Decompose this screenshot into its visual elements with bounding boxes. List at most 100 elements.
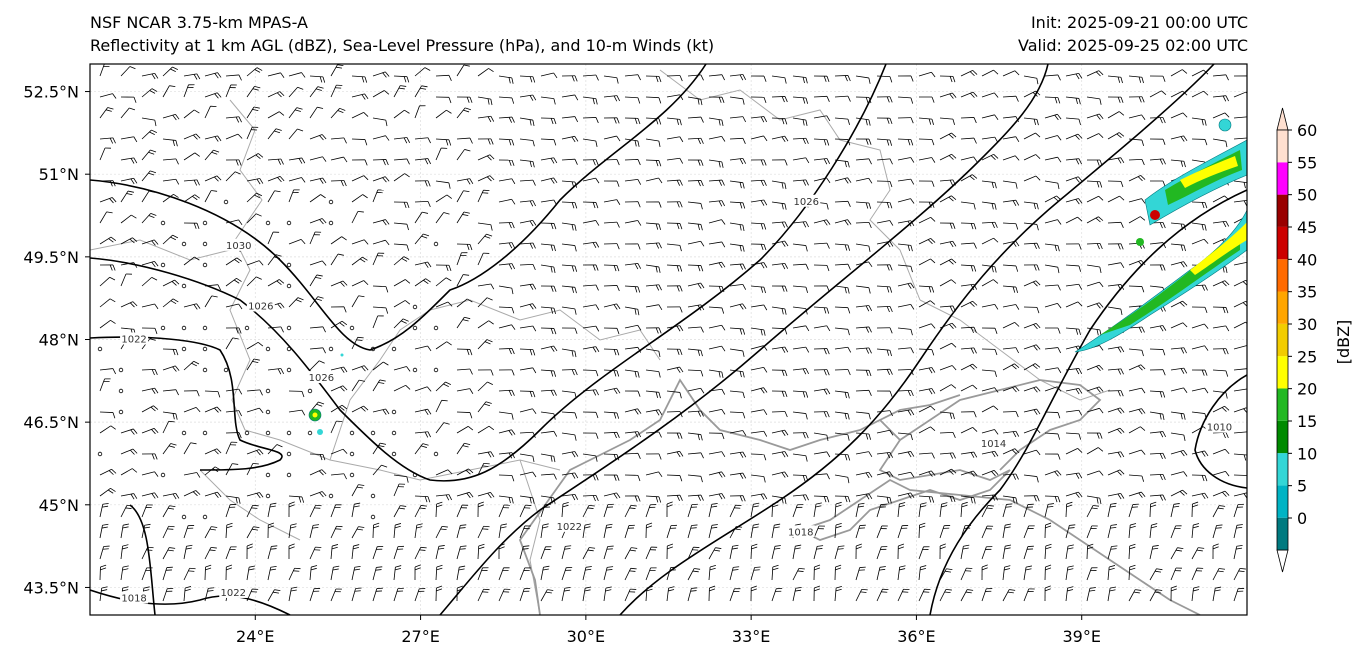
wind-barb	[603, 264, 620, 272]
wind-barb	[435, 147, 448, 161]
isobar-label: 1026	[794, 197, 819, 208]
wind-barb	[918, 323, 936, 329]
wind-barb	[288, 157, 306, 164]
wind-barb	[960, 91, 978, 98]
wind-barb	[351, 379, 366, 392]
wind-barb	[645, 522, 653, 539]
wind-barb	[1044, 156, 1062, 163]
wind-barb	[645, 75, 662, 83]
wind-barb	[750, 430, 768, 437]
wind-barb	[582, 504, 595, 518]
wind-barb	[960, 326, 977, 334]
wind-barb	[288, 586, 298, 602]
wind-barb	[141, 72, 159, 80]
wind-barb	[267, 545, 278, 560]
wind-barb	[876, 138, 893, 146]
wind-barb	[729, 348, 745, 357]
wind-barb	[330, 366, 348, 373]
wind-barb	[141, 260, 159, 268]
lat-tick-label: 48°N	[39, 331, 79, 350]
wind-barb	[603, 285, 620, 292]
calm-wind-dot	[349, 430, 355, 436]
wind-barb	[1149, 431, 1167, 438]
wind-barb	[1128, 198, 1146, 204]
wind-barb	[162, 234, 179, 245]
wind-barb	[876, 410, 893, 417]
wind-barb	[666, 264, 683, 272]
wind-barb	[1170, 347, 1187, 354]
wind-barb	[1191, 138, 1208, 146]
wind-barb	[330, 473, 347, 480]
wind-barb	[960, 222, 977, 230]
wind-barb	[729, 96, 745, 105]
wind-barb	[876, 220, 894, 226]
wind-barb	[456, 442, 471, 455]
wind-barb	[1233, 388, 1247, 392]
wind-barb	[309, 504, 322, 518]
wind-barb	[939, 411, 955, 420]
wind-barb	[141, 327, 158, 335]
wind-barb	[603, 369, 620, 377]
wind-barb	[918, 157, 936, 163]
wind-barb	[687, 240, 705, 247]
wind-barb	[1044, 180, 1060, 190]
wind-barb	[1128, 387, 1146, 394]
wind-barb	[687, 326, 704, 333]
wind-barb	[750, 523, 760, 539]
wind-barb	[540, 138, 557, 146]
wind-barb	[960, 501, 968, 518]
wind-barb	[687, 587, 698, 602]
wind-barb	[876, 429, 894, 436]
wind-barb	[981, 180, 997, 189]
wind-barb	[1212, 74, 1229, 81]
wind-barb	[624, 117, 641, 125]
isobar-label-bg	[555, 519, 584, 532]
wind-barb	[351, 565, 361, 581]
wind-barb	[666, 450, 684, 458]
wind-barb	[876, 348, 892, 357]
wind-barb	[939, 117, 955, 126]
wind-barb	[1149, 523, 1158, 539]
wind-barb	[1044, 74, 1061, 81]
wind-barb	[120, 273, 132, 287]
wind-barb	[372, 546, 384, 560]
wind-barb	[834, 369, 851, 376]
wind-barb	[1002, 304, 1020, 310]
wind-barb	[141, 387, 159, 395]
wind-barb	[498, 369, 515, 376]
wind-barb	[1212, 280, 1230, 287]
wind-barb	[246, 106, 260, 119]
wind-barb	[519, 567, 531, 581]
wind-barb	[540, 389, 557, 396]
wind-barb	[477, 491, 495, 499]
wind-barb	[519, 303, 537, 310]
wind-barb	[498, 159, 515, 166]
wind-barb	[204, 406, 222, 413]
wind-barb	[1170, 243, 1186, 252]
wind-barb	[540, 369, 557, 377]
wind-barb	[351, 75, 368, 83]
wind-barb	[414, 85, 428, 98]
wind-barb	[750, 585, 757, 602]
wind-barb	[1023, 545, 1034, 560]
wind-barb	[834, 285, 850, 294]
calm-wind-dot	[328, 199, 334, 205]
wind-barb	[603, 135, 621, 142]
calm-wind-dot	[349, 325, 355, 331]
wind-barb	[99, 425, 116, 434]
wind-barb	[498, 263, 516, 270]
wind-barb	[225, 116, 242, 123]
wind-barb	[120, 136, 138, 143]
wind-barb	[540, 177, 558, 184]
wind-barb	[1044, 284, 1061, 291]
wind-barb	[1002, 589, 1016, 602]
wind-barb	[624, 346, 642, 353]
wind-barb	[582, 96, 598, 105]
wind-barb	[330, 385, 348, 392]
wind-barb	[288, 189, 300, 203]
wind-barb	[498, 116, 515, 123]
wind-barb	[750, 566, 761, 581]
wind-barb	[876, 390, 893, 397]
wind-barb	[519, 325, 537, 332]
wind-barb	[414, 386, 432, 392]
